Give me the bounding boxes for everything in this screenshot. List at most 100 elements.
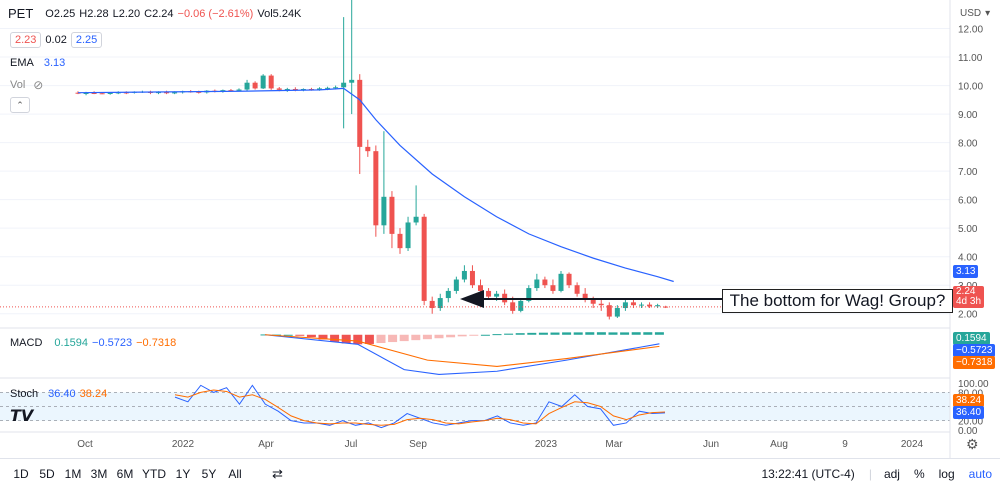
candle-body (349, 79, 355, 83)
close-value: C2.24 (144, 7, 174, 20)
macd-histogram-bar (306, 334, 316, 338)
candle-body (99, 93, 105, 95)
candle-body (365, 146, 371, 152)
candle-body (494, 293, 500, 297)
currency-selector[interactable]: USD ▾ (960, 8, 990, 19)
stoch-tick-label: 100.00 (958, 379, 989, 390)
macd-histogram-bar (388, 334, 398, 343)
tradingview-logo[interactable]: 𝙏𝙑 (10, 406, 33, 426)
tv-logo-icon: 𝙏𝙑 (10, 408, 34, 425)
bid-button[interactable]: 2.23 (10, 32, 42, 48)
stoch-tick-label: 20.00 (958, 417, 983, 428)
candle-body (276, 88, 282, 90)
macd-histogram-bar (364, 334, 374, 344)
clock-label[interactable]: 13:22:41 (UTC-4) (761, 467, 855, 481)
macd-histogram-bar (631, 332, 641, 335)
price-pane (0, 0, 950, 320)
bottom-toolbar: 1D 5D 1M 3M 6M YTD 1Y 5Y All ⇄ 13:22:41 … (0, 458, 1000, 489)
ema-legend[interactable]: EMA 3.13 (10, 57, 65, 69)
ask-button[interactable]: 2.25 (70, 32, 103, 48)
macd-histogram-bar (469, 334, 479, 336)
macd-histogram-bar (492, 334, 502, 336)
date-range-icon[interactable]: ⇄ (272, 466, 283, 481)
stoch-k-value: 36.40 (48, 388, 76, 400)
macd-histogram-bar (620, 332, 630, 335)
countdown-value: 4d 3h (956, 296, 982, 307)
candle-body (550, 285, 556, 291)
range-all-button[interactable]: All (228, 467, 242, 481)
candle-body (445, 290, 451, 299)
candle-body (582, 293, 588, 300)
macd-legend[interactable]: MACD 0.1594 −0.5723 −0.7318 (10, 337, 176, 349)
macd-histogram-bar (295, 334, 305, 336)
range-3m-button[interactable]: 3M (90, 467, 108, 481)
candle-body (510, 302, 516, 311)
price-tick-label: 10.00 (958, 82, 983, 93)
candle-body (647, 304, 653, 307)
candle-body (622, 302, 628, 309)
range-1d-button[interactable]: 1D (13, 467, 29, 481)
symbol-label[interactable]: PET (8, 6, 34, 21)
auto-toggle[interactable]: auto (968, 467, 992, 481)
candle-body (123, 92, 129, 94)
price-axis[interactable]: 2.003.004.005.006.007.008.009.0010.0011.… (958, 25, 983, 321)
candle-body (220, 90, 226, 92)
candle-body (196, 91, 202, 93)
range-buttons: 1D 5D 1M 3M 6M YTD 1Y 5Y All (8, 467, 248, 481)
candle-body (461, 270, 467, 280)
stoch-d-line (174, 389, 666, 426)
macd-histogram-bar (515, 333, 525, 335)
vol-legend[interactable]: Vol ⊘ (10, 78, 43, 92)
macd-pane (260, 332, 664, 375)
time-axis[interactable]: Oct 2022 Apr Jul Sep 2023 Mar Jun Aug 9 2024 (77, 439, 923, 450)
percent-toggle[interactable]: % (913, 467, 925, 481)
macd-line (264, 334, 660, 375)
candle-body (542, 279, 548, 286)
price-tick-label: 8.00 (958, 139, 978, 150)
candle-body (333, 87, 339, 89)
candle-body (655, 305, 661, 307)
price-tick-label: 6.00 (958, 196, 978, 207)
eye-hidden-icon[interactable]: ⊘ (33, 78, 44, 92)
vol-label: Vol (10, 79, 26, 91)
candle-body (614, 308, 620, 317)
macd-tag: −0.5723 (953, 344, 996, 357)
chevron-up-icon[interactable]: ⌃ (10, 97, 30, 113)
candle-body (228, 90, 234, 92)
candle-body (558, 273, 564, 291)
macd-histogram-bar (573, 332, 583, 335)
macd-histogram-bar (353, 334, 363, 345)
macd-histogram-bar (318, 334, 328, 340)
settings-gear-icon[interactable]: ⚙ (966, 436, 979, 452)
range-1m-button[interactable]: 1M (64, 467, 82, 481)
macd-histogram-bar (422, 334, 432, 340)
candle-body (429, 300, 435, 309)
price-tick-label: 12.00 (958, 25, 983, 36)
range-1y-button[interactable]: 1Y (175, 467, 191, 481)
candle-body (75, 92, 81, 94)
macd-histogram-bar (608, 332, 618, 335)
range-5y-button[interactable]: 5Y (201, 467, 217, 481)
candle-body (83, 92, 89, 94)
candle-body (469, 270, 475, 286)
range-ytd-button[interactable]: YTD (142, 467, 166, 481)
macd-histogram-bar (341, 334, 351, 344)
candle-body (566, 273, 572, 286)
range-6m-button[interactable]: 6M (116, 467, 134, 481)
ema-line (77, 87, 674, 283)
annotation-box[interactable]: The bottom for Wag! Group? (722, 289, 953, 313)
stoch-legend[interactable]: Stoch 36.40 38.24 (10, 388, 107, 400)
adj-toggle[interactable]: adj (883, 467, 900, 481)
log-toggle[interactable]: log (938, 467, 955, 481)
open-value: O2.25 (45, 7, 76, 20)
candle-body (268, 75, 274, 89)
time-tick-label: 9 (842, 439, 848, 450)
candle-body (663, 306, 669, 308)
macd-label: MACD (10, 337, 43, 349)
candle-body (437, 298, 443, 309)
candle-body (478, 285, 483, 291)
time-tick-label: Oct (77, 439, 93, 450)
candle-body (381, 196, 387, 226)
range-5d-button[interactable]: 5D (39, 467, 55, 481)
